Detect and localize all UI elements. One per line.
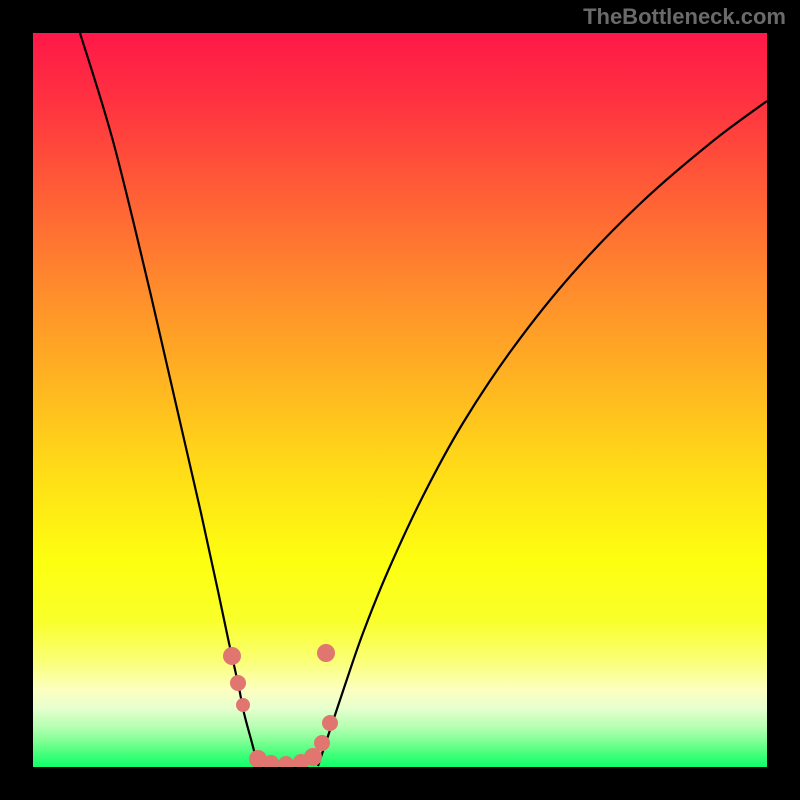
curve-layer: [33, 33, 767, 767]
marker-dot: [278, 756, 294, 767]
marker-dot: [317, 644, 335, 662]
marker-dot: [322, 715, 338, 731]
marker-dot: [223, 647, 241, 665]
marker-dot: [230, 675, 246, 691]
watermark-text: TheBottleneck.com: [583, 4, 786, 30]
bottom-markers-group: [223, 644, 338, 767]
marker-dot: [236, 698, 250, 712]
marker-dot: [314, 735, 330, 751]
plot-area: [33, 33, 767, 767]
curve-right-branch: [318, 101, 767, 766]
marker-dot: [304, 748, 322, 766]
